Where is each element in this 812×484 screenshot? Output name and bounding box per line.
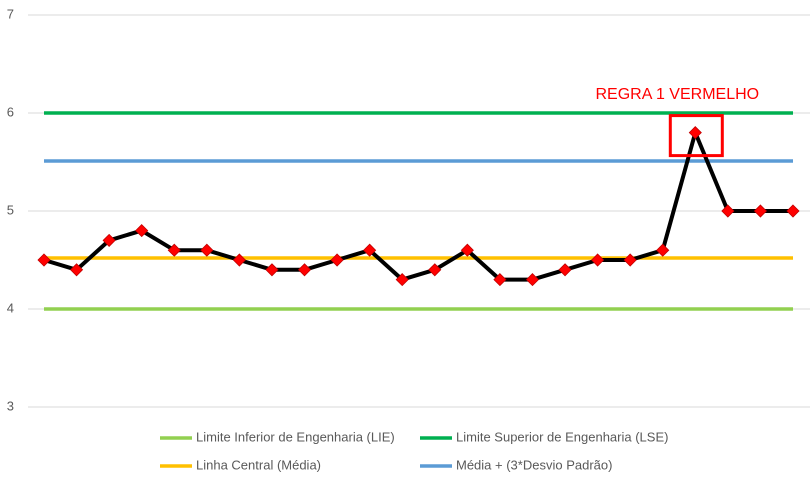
annotation-box <box>668 114 724 158</box>
data-point <box>363 243 377 257</box>
data-point <box>656 243 670 257</box>
legend-label: Limite Inferior de Engenharia (LIE) <box>196 429 395 444</box>
series-line <box>43 130 793 282</box>
y-tick-label: 7 <box>7 6 14 21</box>
annotation-text: REGRA 1 VERMELHO <box>595 86 759 103</box>
data-point <box>591 253 605 267</box>
y-tick-label: 3 <box>7 398 14 413</box>
y-tick-label: 5 <box>7 202 14 217</box>
data-point <box>395 273 409 287</box>
data-point <box>688 126 702 140</box>
data-point <box>265 263 279 277</box>
data-point <box>297 263 312 277</box>
data-point <box>721 204 735 218</box>
data-point <box>102 233 116 247</box>
y-tick-label: 6 <box>7 104 14 119</box>
legend-label: Média + (3*Desvio Padrão) <box>456 457 612 472</box>
data-point <box>558 263 572 277</box>
data-point <box>786 204 800 218</box>
data-point <box>69 263 84 277</box>
legend-label: Linha Central (Média) <box>196 457 321 472</box>
data-point <box>460 243 474 257</box>
legend-label: Limite Superior de Engenharia (LSE) <box>456 429 668 444</box>
data-point <box>232 253 246 267</box>
data-point <box>167 243 181 257</box>
data-point <box>37 253 51 267</box>
data-point <box>493 273 507 287</box>
data-point <box>135 224 149 238</box>
data-point <box>753 204 768 218</box>
data-point <box>428 263 442 277</box>
data-point <box>623 253 637 267</box>
data-point <box>330 253 344 267</box>
y-tick-label: 4 <box>7 300 14 315</box>
data-point <box>525 273 540 287</box>
data-point <box>200 243 214 257</box>
